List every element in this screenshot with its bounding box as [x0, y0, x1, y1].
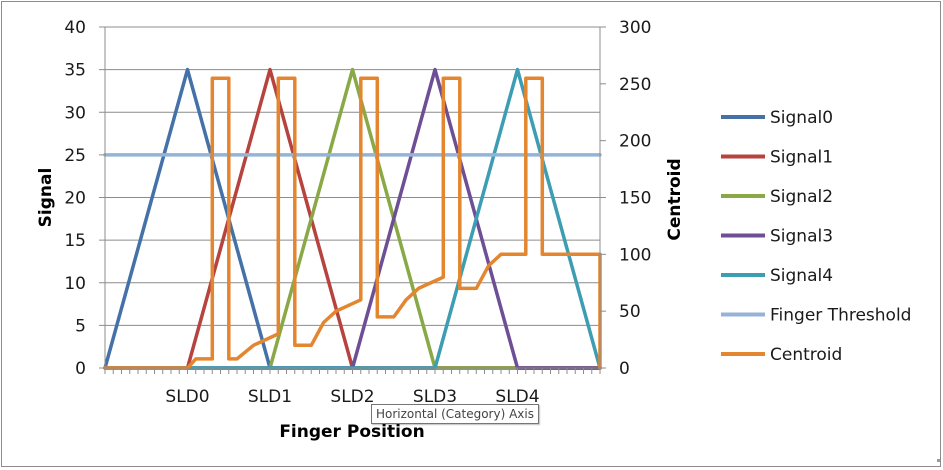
legend-label: Signal3: [770, 227, 833, 247]
y-tick-label: 30: [64, 103, 86, 123]
legend-label: Signal4: [770, 266, 833, 286]
legend[interactable]: Signal0 Signal1 Signal2 Signal3 Signal4 Finge…: [721, 108, 911, 365]
y2-tick-label: 150: [619, 189, 651, 209]
tick-labels: 0 5 10 15 20 25 30 35 40 0 50 100 150 200 250 300 SLD0 SL…: [64, 18, 651, 407]
x-tick-label: SLD1: [248, 387, 292, 407]
y-tick-label: 35: [64, 61, 86, 81]
x-tick-label: SLD4: [495, 387, 539, 407]
y-tick-label: 40: [64, 18, 86, 38]
y2-tick-label: 0: [619, 359, 630, 379]
legend-label: Finger Threshold: [770, 306, 911, 326]
y2-tick-label: 100: [619, 245, 651, 265]
y-tick-label: 20: [64, 189, 86, 209]
y2-tick-label: 50: [619, 302, 641, 322]
axes: [99, 26, 606, 374]
x-tick-label: SLD2: [330, 387, 374, 407]
x-tick-label: SLD0: [165, 387, 209, 407]
series-line-centroid: [103, 76, 602, 370]
series-lines: [103, 67, 602, 370]
y-tick-label: 5: [75, 316, 86, 336]
legend-label: Centroid: [770, 345, 842, 365]
legend-label: Signal1: [770, 148, 833, 168]
axis-tooltip: Horizontal (Category) Axis: [371, 404, 539, 424]
y2-tick-label: 200: [619, 132, 651, 152]
legend-label: Signal0: [770, 108, 833, 128]
x-tick-label: SLD3: [413, 387, 457, 407]
y2-tick-label: 300: [619, 18, 651, 38]
y-tick-label: 25: [64, 146, 86, 166]
y-tick-label: 15: [64, 231, 86, 251]
x-axis-title: Finger Position: [279, 422, 424, 442]
y-tick-label: 10: [64, 274, 86, 294]
y2-tick-label: 250: [619, 75, 651, 95]
legend-label: Signal2: [770, 187, 833, 207]
y-tick-label: 0: [75, 359, 86, 379]
resize-handle[interactable]: [937, 459, 940, 462]
y2-axis-title: Centroid: [665, 158, 685, 240]
y-axis-title: Signal: [36, 168, 56, 228]
